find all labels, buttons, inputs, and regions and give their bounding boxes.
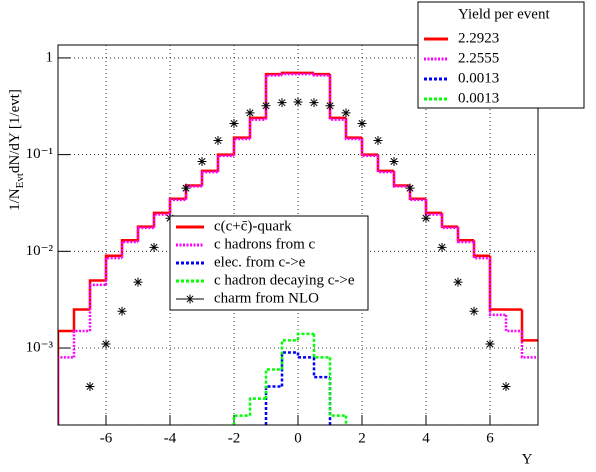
star-marker [85, 382, 95, 392]
star-marker [405, 183, 415, 193]
star-marker [101, 339, 111, 349]
x-tick-label: 2 [358, 430, 366, 446]
histogram-bin [312, 74, 330, 77]
star-marker [149, 242, 159, 252]
histogram-bin [456, 227, 474, 244]
histogram-bin [328, 75, 346, 121]
y-label-sub: Evt [14, 173, 26, 188]
star-marker [213, 135, 223, 145]
star-marker [133, 277, 143, 287]
histogram-bin [264, 385, 282, 425]
star-marker [437, 242, 447, 252]
star-marker [453, 277, 463, 287]
histogram-bin [520, 309, 538, 342]
star-marker [277, 98, 287, 108]
histogram-bin [376, 155, 394, 174]
histogram-bin [104, 256, 122, 285]
star-marker [181, 183, 191, 193]
legend-label: c(c+c̄)-quark [214, 218, 292, 234]
histogram-bin [104, 254, 122, 281]
x-tick-label: -6 [100, 430, 113, 446]
histogram-bin [312, 333, 330, 359]
histogram-bin [312, 72, 330, 76]
yield-legend-box [417, 1, 585, 109]
histogram-bin [216, 153, 234, 171]
legend-label: charm from NLO [214, 290, 319, 306]
y-tick-label: 10⁻¹ [26, 146, 53, 162]
histogram-bin [200, 169, 218, 186]
x-axis-label: Y [522, 451, 533, 467]
histogram-bin [136, 226, 154, 242]
star-marker [421, 213, 431, 223]
star-marker [341, 108, 351, 118]
y-tick-label: 10⁻² [26, 243, 54, 259]
histogram-bin [168, 198, 186, 215]
x-tick-label: -2 [228, 430, 241, 446]
star-marker [117, 306, 127, 316]
histogram-bin [504, 314, 522, 333]
histogram-bin [280, 72, 298, 76]
yield-value: 2.2923 [458, 30, 499, 46]
star-marker [325, 101, 335, 111]
yield-value: 0.0013 [458, 70, 499, 86]
histogram-bin [88, 283, 106, 332]
histogram-bin [216, 154, 234, 173]
histogram-bin [232, 414, 250, 425]
histogram-bin [88, 279, 106, 310]
y-label-part: 1/N [7, 188, 23, 211]
histogram-bin [520, 331, 538, 359]
y-tick-label: 1 [46, 49, 54, 65]
histogram-bin [472, 241, 490, 260]
star-marker [389, 156, 399, 166]
histogram-bin [152, 213, 170, 228]
star-marker [373, 135, 383, 145]
star-marker [357, 118, 367, 128]
legend-label: c hadron decaying c->e [214, 272, 355, 288]
star-marker [501, 382, 511, 392]
star-marker [229, 118, 239, 128]
y-axis-label: 1/NEvtdN/dY [1/evt] [7, 89, 25, 211]
x-tick-label: 0 [294, 430, 302, 446]
x-tick-label: -4 [164, 430, 177, 446]
histogram-bin [344, 119, 362, 141]
histogram-bin [184, 185, 202, 200]
plot-area [58, 71, 538, 425]
histogram-bin [296, 332, 314, 341]
histogram-bin [312, 357, 330, 379]
star-marker [469, 306, 479, 316]
plot-frame [57, 44, 539, 426]
x-tick-label: 4 [422, 430, 430, 446]
histogram-bin [72, 308, 90, 332]
yield-value: 0.0013 [458, 90, 499, 106]
histogram-bin [296, 352, 314, 359]
y-tick-label: 10⁻³ [26, 339, 54, 355]
star-marker [197, 156, 207, 166]
histogram-bin [440, 214, 458, 230]
histogram-bin [152, 211, 170, 227]
star-marker [309, 98, 319, 108]
histogram-bin [72, 329, 90, 358]
star-marker [261, 101, 271, 111]
histogram-bin [392, 172, 410, 188]
histogram-bin [200, 170, 218, 187]
histogram-bin [280, 351, 298, 387]
histogram-bin [58, 329, 74, 425]
legend-label: c hadrons from c [214, 236, 316, 252]
x-tick-label: 6 [486, 430, 494, 446]
star-marker [245, 108, 255, 118]
y-label-part: dN/dY [1/evt] [7, 89, 23, 173]
legend-label: elec. from c->e [214, 254, 306, 270]
yield-value: 2.2555 [458, 50, 499, 66]
star-marker [485, 339, 495, 349]
histogram-bin [58, 356, 74, 425]
histogram-bin [424, 198, 442, 215]
histogram-bin [488, 258, 506, 317]
histogram-bin [248, 118, 266, 140]
star-marker [293, 97, 303, 107]
histogram-bin [248, 397, 266, 416]
histogram-bin [120, 240, 138, 259]
histogram-bin [232, 136, 250, 155]
yield-legend-title: Yield per event [458, 6, 550, 22]
